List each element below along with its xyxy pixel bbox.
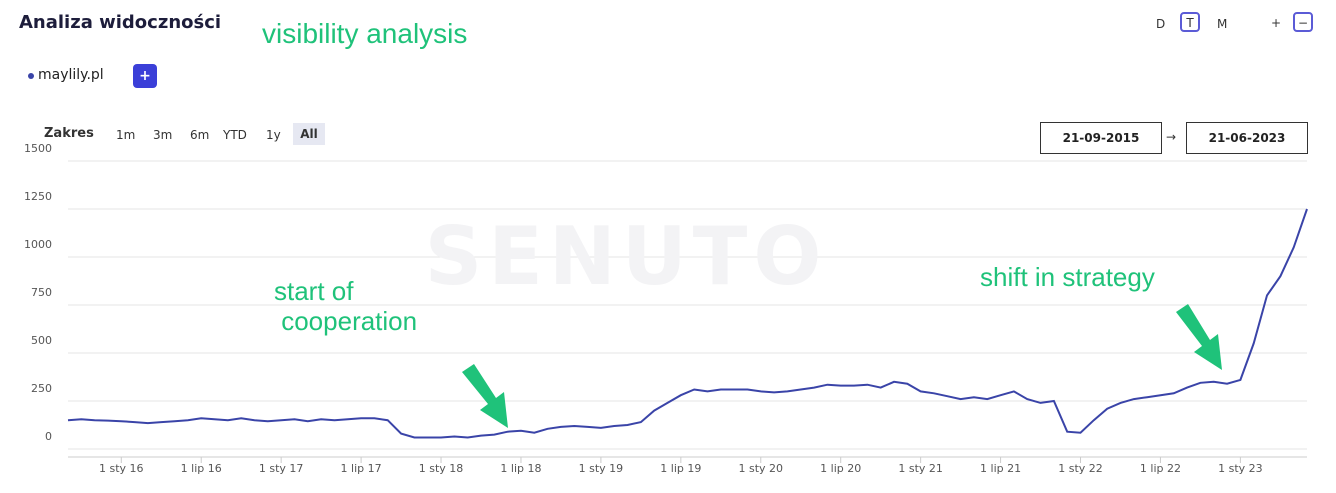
add-button[interactable]: + <box>133 64 157 88</box>
date-to[interactable]: 21-06-2023 <box>1186 122 1308 154</box>
range-label: Zakres <box>44 126 94 141</box>
granularity-button[interactable]: D <box>1156 17 1166 31</box>
range-button[interactable]: 3m <box>153 128 173 142</box>
date-arrow: → <box>1166 130 1177 144</box>
y-tick-label: 0 <box>45 430 52 443</box>
y-tick-label: 500 <box>31 334 52 347</box>
y-tick-label: 750 <box>31 286 52 299</box>
annotation: shift in strategy <box>980 262 1155 292</box>
x-tick-label: 1 sty 22 <box>1058 462 1103 475</box>
line-series <box>67 208 1308 439</box>
range-button[interactable]: 6m <box>190 128 210 142</box>
x-tick-label: 1 sty 21 <box>898 462 943 475</box>
legend-entry[interactable]: maylily.pl <box>38 67 104 83</box>
x-tick-label: 1 sty 23 <box>1218 462 1263 475</box>
x-tick-label: 1 lip 18 <box>500 462 541 475</box>
grid <box>68 160 1307 450</box>
range-button[interactable]: YTD <box>223 128 247 142</box>
title: Analiza widoczności <box>19 12 222 33</box>
annotation: start of cooperation <box>274 276 417 336</box>
x-tick-label: 1 lip 16 <box>181 462 222 475</box>
x-tick-label: 1 sty 17 <box>259 462 304 475</box>
y-tick-label: 1500 <box>24 142 52 155</box>
date-from[interactable]: 21-09-2015 <box>1040 122 1162 154</box>
y-tick-label: 1250 <box>24 190 52 203</box>
y-tick-label: 250 <box>31 382 52 395</box>
x-tick-label: 1 lip 21 <box>980 462 1021 475</box>
arrow <box>462 304 1222 428</box>
granularity-button[interactable]: M <box>1217 17 1228 31</box>
x-tick-label: 1 lip 22 <box>1140 462 1181 475</box>
x-tick-label: 1 lip 19 <box>660 462 701 475</box>
range-button[interactable]: 1y <box>266 128 281 142</box>
watermark: SENUTO <box>425 210 828 303</box>
zoom-button[interactable]: + <box>1271 16 1282 30</box>
x-tick-label: 1 lip 17 <box>341 462 382 475</box>
range-button[interactable]: 1m <box>116 128 136 142</box>
x-tick-label: 1 lip 20 <box>820 462 861 475</box>
x-tick-label: 1 sty 20 <box>739 462 784 475</box>
legend-dot <box>28 73 34 79</box>
zoom-button[interactable]: − <box>1293 12 1313 32</box>
range-button[interactable]: All <box>293 123 325 145</box>
x-tick-label: 1 sty 18 <box>419 462 464 475</box>
annotation: visibility analysis <box>262 18 468 49</box>
x-tick-label: 1 sty 19 <box>579 462 624 475</box>
granularity-button[interactable]: T <box>1180 12 1200 32</box>
y-tick-label: 1000 <box>24 238 52 251</box>
x-tick-label: 1 sty 16 <box>99 462 144 475</box>
